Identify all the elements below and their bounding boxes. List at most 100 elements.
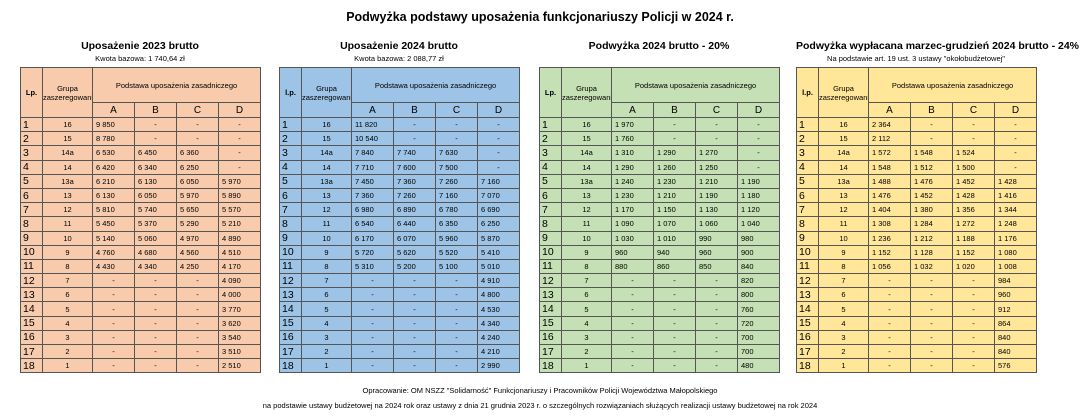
amount-cell: 1 272 xyxy=(952,216,995,232)
amount-cell: 6 980 xyxy=(351,202,394,218)
amount-cell: 6 170 xyxy=(351,230,394,246)
amount-cell: 6 540 xyxy=(351,216,394,232)
row-number: 15 xyxy=(539,315,562,331)
group-cell: 10 xyxy=(42,230,93,246)
table-row: 4 14 1 290 1 260 1 250- xyxy=(539,159,781,175)
amount-cell: - xyxy=(351,273,394,289)
amount-cell: - xyxy=(910,273,953,289)
table-row: 17 2- - -3 510 xyxy=(20,343,262,360)
amount-cell: - xyxy=(993,159,1038,175)
amount-cell: - xyxy=(476,145,521,161)
amount-cell: - xyxy=(393,131,436,147)
amount-cell: 7 360 xyxy=(351,187,394,204)
row-number: 10 xyxy=(20,244,43,260)
amount-cell: - xyxy=(910,131,953,147)
header-column: C xyxy=(176,102,219,118)
amount-cell: - xyxy=(92,287,135,303)
row-number: 3 xyxy=(20,145,43,161)
amount-cell: - xyxy=(695,329,738,346)
amount-cell: 5 620 xyxy=(393,244,436,260)
group-cell: 7 xyxy=(561,273,612,289)
amount-cell: - xyxy=(393,287,436,303)
amount-cell: 1 404 xyxy=(868,202,911,218)
group-cell: 10 xyxy=(561,230,612,246)
table-title: Uposażenie 2024 brutto xyxy=(340,40,458,52)
amount-cell: - xyxy=(176,301,219,317)
amount-cell: 7 840 xyxy=(351,145,394,161)
table-row: 9 10 1 030 1 010 990 980 xyxy=(539,230,781,246)
table-row: 2 15 8 780- - - xyxy=(20,131,262,147)
amount-cell: 1 416 xyxy=(993,187,1038,204)
amount-cell: - xyxy=(435,287,478,303)
amount-cell: - xyxy=(910,301,953,317)
table-row: 8 11 1 090 1 070 1 060 1 040 xyxy=(539,216,781,232)
group-cell: 1 xyxy=(301,358,352,374)
amount-cell: - xyxy=(736,116,781,133)
amount-cell: 1 152 xyxy=(952,244,995,260)
amount-cell: 4 240 xyxy=(476,329,521,346)
amount-cell: - xyxy=(92,315,135,331)
row-number: 1 xyxy=(796,116,819,133)
table-title: Podwyżka 2024 brutto - 20% xyxy=(588,40,730,52)
row-number: 6 xyxy=(279,187,302,204)
amount-cell: 1 308 xyxy=(868,216,911,232)
amount-cell: 1 260 xyxy=(653,159,696,175)
group-cell: 15 xyxy=(561,131,612,147)
row-number: 10 xyxy=(279,244,302,260)
amount-cell: - xyxy=(910,343,953,360)
amount-cell: 1 476 xyxy=(910,173,953,189)
table-row: 4 14 1 548 1 512 1 500- xyxy=(796,159,1038,175)
amount-cell: 1 090 xyxy=(611,216,654,232)
amount-cell: - xyxy=(611,301,654,317)
amount-cell: 1 010 xyxy=(653,230,696,246)
amount-cell: - xyxy=(134,315,177,331)
group-cell: 8 xyxy=(561,258,612,275)
amount-cell: - xyxy=(868,301,911,317)
row-number: 8 xyxy=(539,216,562,232)
amount-cell: 7 360 xyxy=(393,173,436,189)
table-panel: Uposażenie 2024 brutto Kwota bazowa: 2 08… xyxy=(279,40,521,374)
table-row: 15 4- - -864 xyxy=(796,315,1038,331)
amount-cell: 700 xyxy=(736,343,781,360)
amount-cell: - xyxy=(611,273,654,289)
amount-cell: 5 100 xyxy=(435,258,478,275)
amount-cell: 1 152 xyxy=(868,244,911,260)
row-number: 5 xyxy=(539,173,562,189)
table-row: 7 12 6 980 6 890 6 780 6 690 xyxy=(279,202,521,218)
amount-cell: - xyxy=(393,301,436,317)
group-cell: 10 xyxy=(301,230,352,246)
amount-cell: - xyxy=(653,301,696,317)
table-row: 2 15 2 112- - - xyxy=(796,131,1038,147)
amount-cell: - xyxy=(736,159,781,175)
header-column: A xyxy=(611,102,654,118)
table-row: 14 5- - -912 xyxy=(796,301,1038,317)
amount-cell: 1 120 xyxy=(736,202,781,218)
amount-cell: 1 548 xyxy=(868,159,911,175)
amount-cell: - xyxy=(393,358,436,374)
amount-cell: 5 200 xyxy=(393,258,436,275)
header-lp: Lp. xyxy=(539,67,562,118)
table-row: 3 14a 7 840 7 740 7 630- xyxy=(279,145,521,161)
amount-cell: 1 170 xyxy=(611,202,654,218)
group-cell: 5 xyxy=(818,301,869,317)
row-number: 1 xyxy=(539,116,562,133)
table-subtitle: Kwota bazowa: 1 740,64 zł xyxy=(95,54,185,63)
amount-cell: 2 990 xyxy=(476,358,521,374)
table-row: 10 9 1 152 1 128 1 152 1 080 xyxy=(796,244,1038,260)
table-row: 15 4- - -4 340 xyxy=(279,315,521,331)
header-row: Lp. Grupa zaszeregowania Podstawa uposażen… xyxy=(539,67,781,118)
group-cell: 4 xyxy=(818,315,869,331)
amount-cell: 7 260 xyxy=(435,173,478,189)
amount-cell: - xyxy=(952,116,995,133)
amount-cell: 5 570 xyxy=(217,202,262,218)
table-row: 15 4- - -720 xyxy=(539,315,781,331)
row-number: 4 xyxy=(796,159,819,175)
group-cell: 14 xyxy=(42,159,93,175)
amount-cell: 1 210 xyxy=(653,187,696,204)
amount-cell: 864 xyxy=(993,315,1038,331)
amount-cell: 11 820 xyxy=(351,116,394,133)
amount-cell: - xyxy=(952,343,995,360)
amount-cell: 5 010 xyxy=(476,258,521,275)
amount-cell: - xyxy=(611,315,654,331)
amount-cell: 720 xyxy=(736,315,781,331)
